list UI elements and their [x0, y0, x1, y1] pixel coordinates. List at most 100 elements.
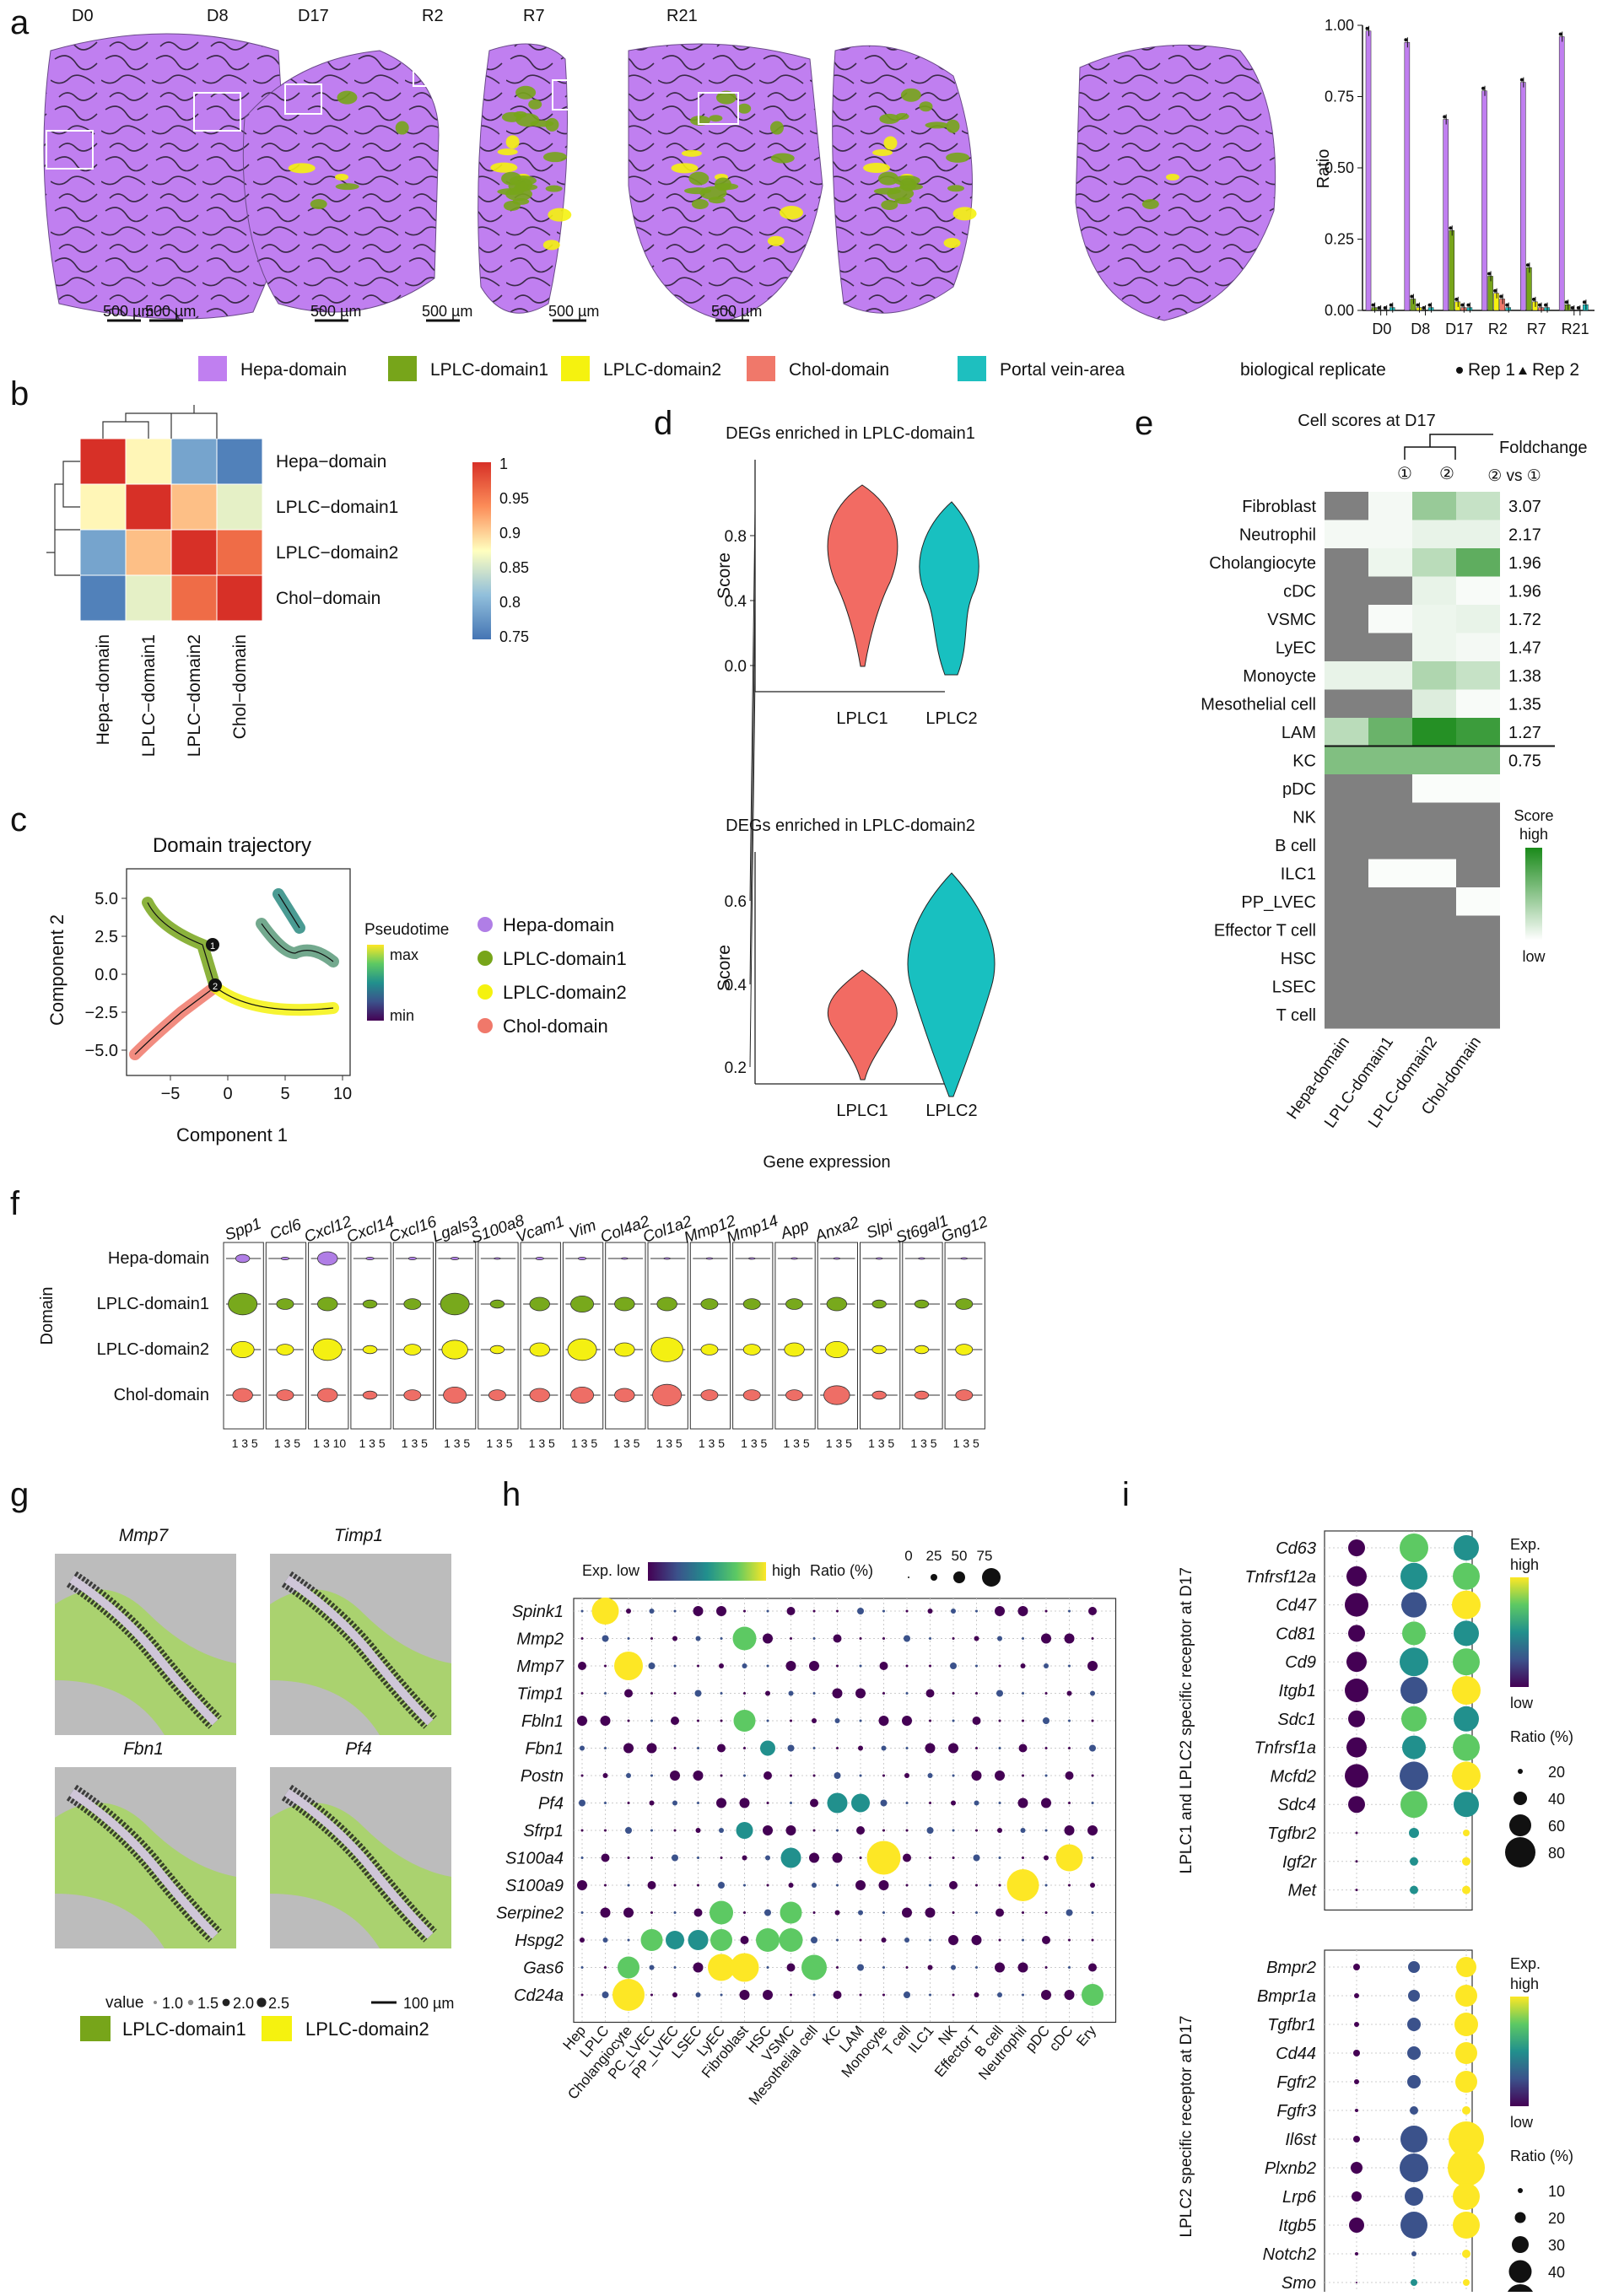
y-tick-label: −5.0 — [85, 1042, 118, 1060]
chart-title: Domain trajectory — [153, 834, 311, 857]
x-tick-label-R2: R2 — [1488, 321, 1508, 337]
rep-dot — [1422, 306, 1426, 310]
dot-S100a4-3 — [650, 1857, 653, 1859]
dot-Mmp7-20 — [1044, 1663, 1049, 1668]
row-label-17: LSEC — [1272, 978, 1316, 997]
y-axis-label-1: LPLC2 specific receptor at D17 — [1178, 2016, 1195, 2238]
circle-1: ① — [1397, 465, 1412, 483]
dot-Fbln1-13 — [878, 1716, 889, 1726]
dot-S100a4-16 — [952, 1857, 955, 1859]
gene-title-Mmp7: Mmp7 — [119, 1526, 170, 1545]
score-cell — [1325, 633, 1368, 661]
score-cell — [1368, 859, 1412, 887]
violin-Vcam1-0 — [535, 1257, 544, 1261]
dot-Cd24a-20 — [1041, 1990, 1051, 2000]
dot-Spink1-12 — [857, 1608, 864, 1614]
dot-Postn-7 — [743, 1774, 746, 1777]
violin-Mmp12-2 — [700, 1344, 719, 1356]
legend-label-1: LPLC-domain1 — [503, 948, 627, 969]
plot-frame-1 — [1324, 1949, 1473, 2296]
dot-S100a9-14 — [905, 1884, 909, 1887]
pseudotime-label: Pseudotime — [364, 921, 449, 939]
rep-dot — [1371, 303, 1375, 307]
dot-Mmp7-5 — [697, 1664, 699, 1668]
rep2-label: Rep 2 — [1532, 360, 1579, 380]
panel-letter-c: c — [10, 801, 27, 838]
tissue-patch — [395, 121, 409, 135]
score-cell — [1368, 520, 1412, 548]
scalebar-label: 500 µm — [145, 303, 196, 320]
dot-Sfrp1-6 — [719, 1828, 724, 1833]
dot-Spink1-21 — [1068, 1609, 1071, 1613]
row-label-18: T cell — [1276, 1006, 1316, 1025]
y-tick-label: 0.8 — [725, 528, 747, 546]
foldchange-value-1: 2.17 — [1508, 526, 1541, 545]
dot-Pf4-17 — [974, 1800, 979, 1806]
color-legend — [472, 462, 491, 639]
x-tick-label-D0: D0 — [1372, 321, 1391, 337]
heat-cell — [125, 438, 172, 485]
tissue-D8: D8 500 µm — [145, 7, 440, 322]
col-label-0: Hepa−domain — [94, 634, 113, 745]
x-tick-label: 0 — [223, 1085, 232, 1103]
dot-Pf4-7 — [739, 1797, 750, 1808]
dot-Cd24a-8 — [763, 1990, 773, 2000]
score-cell — [1368, 915, 1412, 944]
gene-panel-Vim — [562, 1242, 604, 1430]
x-ticks-Cxcl14: 1 3 5 — [359, 1436, 385, 1450]
legend-dot-3 — [478, 1018, 493, 1033]
violin-Mmp14-0 — [747, 1257, 756, 1260]
dot-Timp1-5 — [694, 1690, 702, 1697]
value-tick-2: 2.0 — [233, 1995, 254, 2012]
dot-hep-Smo — [1356, 2282, 1357, 2283]
rep-dot — [1365, 26, 1369, 30]
foldchange-value-6: 1.38 — [1508, 667, 1541, 686]
dot-Cd24a-21 — [1064, 1990, 1075, 2000]
foldchange-bracket — [1404, 434, 1493, 460]
dot-Hspg2-3 — [640, 1929, 663, 1951]
dot-Gas6-8 — [766, 1966, 769, 1969]
dot-Mmp7-12 — [859, 1664, 862, 1668]
score-cell — [1325, 887, 1368, 916]
dot-Mmp2-3 — [650, 1637, 653, 1640]
tissue-patch — [946, 119, 960, 133]
dot-Pf4-10 — [810, 1798, 818, 1808]
dot-S100a9-18 — [998, 1884, 1001, 1887]
violin-Ccl6-0 — [280, 1257, 290, 1261]
dot-lplc2-Cd9 — [1453, 1648, 1480, 1676]
dot-lplc1-Fgfr2 — [1407, 2075, 1421, 2088]
x-ticks-Anxa2: 1 3 5 — [826, 1436, 852, 1450]
dot-Serpine2-4 — [673, 1911, 677, 1914]
violin-Slpi-1 — [871, 1299, 887, 1309]
dot-S100a9-22 — [1090, 1883, 1095, 1888]
dot-Spink1-5 — [693, 1606, 704, 1616]
rep-dot — [1531, 297, 1535, 301]
legend-tick-4: 0.8 — [499, 594, 521, 611]
dot-Cd24a-3 — [650, 1993, 653, 1997]
violin-Spp1-3 — [232, 1388, 253, 1403]
dot-Spink1-20 — [1044, 1609, 1048, 1613]
dot-hep-Cd81 — [1348, 1625, 1365, 1642]
score-cell — [1412, 605, 1456, 633]
y-tick-label: 1.00 — [1325, 17, 1354, 34]
score-cell — [1325, 520, 1368, 548]
violin-App-1 — [785, 1298, 803, 1310]
gene-panel-Col4a2 — [605, 1242, 646, 1430]
gene-label-Cd9: Cd9 — [1285, 1653, 1316, 1672]
plot-frame — [126, 868, 351, 1076]
dot-lplc2-Cd47 — [1452, 1590, 1481, 1620]
dot-Fbn1-3 — [646, 1743, 657, 1754]
dot-Mmp2-11 — [833, 1634, 842, 1643]
dot-Mmp7-9 — [785, 1661, 796, 1671]
dot-Mmp2-2 — [627, 1637, 630, 1640]
panel-h-dotplot: Exp. low high Ratio (%)0 25 50 75HepLPLCChola… — [496, 1548, 1117, 2108]
panel-b-correlation-heatmap: Hepa−domain LPLC−domain1 LPLC−domain2 Chol−… — [46, 405, 529, 757]
score-high: high — [1519, 826, 1548, 843]
dot-lplc2-Cd63 — [1454, 1535, 1479, 1560]
dot-lplc2-Met — [1462, 1885, 1470, 1894]
tissue-patch — [767, 235, 785, 246]
dot-Gas6-15 — [927, 1965, 933, 1970]
circle-2: ② — [1439, 465, 1454, 483]
dot-lplc1-Tnfrsf1a — [1402, 1735, 1426, 1760]
y-tick-label: 0.75 — [1325, 89, 1354, 105]
